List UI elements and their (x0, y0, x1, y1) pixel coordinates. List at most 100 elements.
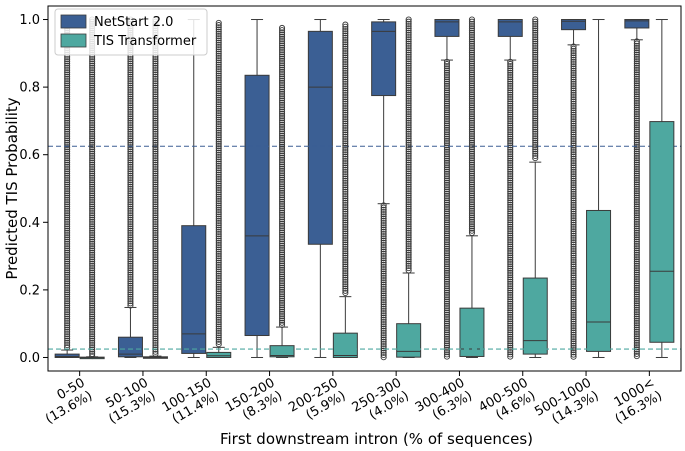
outlier-point (64, 293, 71, 300)
outlier-point (278, 260, 286, 267)
outlier-point (507, 335, 514, 343)
outlier-point (89, 309, 96, 316)
outlier-point (89, 207, 96, 214)
outlier-point (405, 207, 412, 214)
outlier-point (278, 123, 286, 131)
outlier-point (278, 51, 286, 58)
outlier-point (633, 273, 640, 280)
box-iqr (332, 332, 358, 358)
outlier-point (127, 97, 134, 104)
outlier-point (532, 60, 539, 67)
outlier-point (342, 160, 349, 167)
y-tick-label: 0.2 (19, 283, 40, 298)
outlier-point (507, 146, 514, 153)
outlier-point (405, 177, 412, 184)
outlier-point (443, 164, 451, 171)
outlier-point (405, 80, 412, 87)
outlier-point (507, 179, 514, 186)
outlier-point (127, 56, 134, 63)
outlier-point (278, 84, 286, 91)
outlier-point (278, 143, 286, 150)
outlier-point (278, 163, 286, 170)
outlier-point (532, 80, 539, 87)
outlier-point (278, 302, 286, 309)
outlier-point (380, 228, 387, 235)
outlier-point (468, 113, 476, 120)
outlier-point (89, 311, 96, 318)
outlier-point (380, 343, 387, 350)
outlier-point (127, 232, 134, 239)
outlier-point (342, 78, 349, 85)
outlier-point (64, 238, 71, 245)
outlier-point (405, 126, 412, 133)
outlier-point (64, 324, 71, 331)
outlier-point (215, 341, 222, 348)
outlier-point (342, 278, 349, 286)
outlier-point (64, 300, 71, 307)
outlier-point (278, 134, 286, 142)
outlier-point (507, 305, 514, 312)
outlier-point (215, 107, 222, 114)
outlier-point (405, 258, 412, 265)
x-tick-label: 400-500(4.6%) (476, 375, 538, 428)
outlier-point (89, 240, 96, 247)
outlier-point (443, 305, 451, 312)
outlier-point (633, 141, 640, 148)
outlier-point (342, 85, 349, 92)
outlier-point (443, 181, 451, 189)
outlier-point (468, 117, 476, 124)
outlier-point (64, 62, 71, 69)
outlier-point (89, 196, 96, 203)
outlier-point (152, 234, 159, 241)
outlier-point (278, 88, 286, 95)
outlier-point (89, 179, 96, 186)
outlier-point (64, 174, 71, 181)
outlier-point (570, 303, 577, 310)
outlier-point (342, 232, 349, 239)
outlier-point (215, 37, 222, 44)
outlier-point (278, 247, 286, 254)
outlier-point (468, 185, 476, 192)
outlier-point (64, 104, 71, 111)
outlier-point (380, 310, 387, 317)
outlier-point (468, 227, 476, 234)
outlier-point (405, 91, 412, 98)
outlier-point (405, 122, 412, 129)
outlier-point (278, 130, 286, 137)
outlier-point (342, 267, 349, 275)
outlier-point (64, 126, 71, 133)
outlier-point (152, 71, 159, 78)
outlier-point (633, 108, 640, 115)
outlier-point (215, 63, 222, 70)
outlier-point (570, 63, 577, 70)
outlier-point (405, 212, 412, 219)
outlier-point (342, 179, 349, 187)
outlier-point (443, 89, 451, 96)
outlier-point (532, 117, 539, 124)
outlier-point (127, 104, 134, 111)
outlier-point (215, 26, 222, 33)
outlier-point (215, 127, 222, 134)
outlier-point (443, 258, 451, 266)
outlier-point (89, 254, 96, 261)
outlier-point (127, 201, 134, 208)
outlier-point (405, 84, 412, 91)
outlier-point (405, 238, 412, 245)
outlier-point (468, 40, 476, 47)
outlier-point (342, 69, 349, 77)
outlier-point (64, 203, 71, 210)
outlier-point (342, 23, 349, 30)
outlier-point (633, 291, 640, 298)
outlier-point (278, 264, 286, 271)
outlier-point (278, 68, 286, 76)
x-axis-label: First downstream intron (% of sequences) (220, 430, 533, 448)
outlier-point (64, 216, 71, 223)
outlier-point (278, 275, 286, 282)
outlier-point (342, 83, 349, 90)
outlier-point (468, 29, 476, 36)
outlier-point (89, 234, 96, 241)
outlier-point (342, 116, 349, 123)
outlier-point (570, 146, 577, 154)
outlier-point (443, 173, 451, 180)
outlier-point (633, 73, 640, 80)
